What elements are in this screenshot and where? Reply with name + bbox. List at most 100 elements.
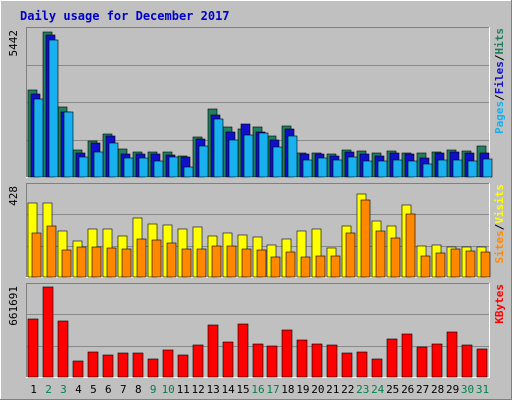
kbytes-bar [72, 360, 84, 378]
sites-bar [181, 248, 192, 278]
kbytes-bar [237, 323, 249, 378]
sites-bar [136, 238, 147, 278]
pages-bar [108, 142, 119, 178]
kbytes-bar [326, 344, 338, 378]
kbytes-bar [117, 352, 129, 378]
sites-bar [450, 248, 461, 278]
x-axis-label: 29 [446, 383, 459, 396]
kbytes-bar [87, 351, 99, 378]
legend-entry-sites: Sites [493, 230, 506, 263]
kbytes-bar [386, 338, 398, 378]
sites-bar [465, 250, 476, 278]
x-axis-label: 16 [251, 383, 264, 396]
kbytes-bar [102, 354, 114, 378]
kbytes-bar [371, 358, 383, 378]
sites-bar [226, 245, 237, 278]
pages-bar [482, 158, 493, 178]
x-axis-label: 22 [341, 383, 354, 396]
pages-bar [33, 98, 44, 178]
legend-entry-pages: Pages [493, 101, 506, 134]
sites-bar [106, 247, 117, 278]
pages-bar [153, 160, 164, 178]
kbytes-bar [401, 333, 413, 378]
pages-bar [272, 146, 283, 178]
pages-bar [287, 135, 298, 178]
kbytes-bar [147, 358, 159, 378]
visits-panel: 428 Sites/Visits [7, 183, 506, 278]
pages-bar [183, 166, 194, 178]
kbytes-bar [296, 339, 308, 378]
x-axis-label: 2 [45, 383, 52, 396]
x-axis-label: 30 [461, 383, 474, 396]
kbytes-bar [177, 354, 189, 378]
kbytes-bar [356, 351, 368, 378]
pages-bar [437, 159, 448, 178]
pages-bar [467, 160, 478, 178]
kbytes-bar [416, 346, 428, 378]
kbytes-bar [222, 341, 234, 378]
x-axis-label: 14 [221, 383, 235, 396]
x-axis-label: 9 [150, 383, 157, 396]
x-axis-label: 6 [105, 383, 112, 396]
x-axis-label: 5 [90, 383, 97, 396]
pages-bar [63, 111, 74, 178]
x-axis-label: 27 [416, 383, 429, 396]
kbytes-bar [476, 348, 488, 378]
legend-separator: / [493, 94, 506, 101]
legend-separator: / [493, 54, 506, 61]
sites-bar [345, 232, 356, 278]
x-axis-label: 3 [60, 383, 67, 396]
pages-bar [198, 145, 209, 178]
x-axis-label: 28 [431, 383, 444, 396]
kbytes-bar [311, 343, 323, 378]
sites-bar [121, 248, 132, 278]
sites-bar [390, 237, 401, 278]
sites-bar [420, 255, 431, 278]
legend-entry-kbytes: KBytes [493, 284, 506, 324]
pages-bar [317, 157, 328, 178]
pages-bar [258, 132, 269, 178]
y-axis-max-label: 428 [7, 186, 20, 206]
x-axis-labels: 1 2 3 4 5 6 7 8 9 10 11 12 13 14 15 16 17 18 19 20 21 22 23 24 2… [30, 383, 489, 396]
legend: KBytes [493, 284, 506, 324]
sites-bar [360, 199, 371, 278]
sites-bar [300, 256, 311, 278]
sites-bar [46, 225, 57, 278]
kbytes-bar [341, 352, 353, 378]
x-axis-label: 21 [326, 383, 339, 396]
kbytes-bar [446, 331, 458, 378]
pages-bar [392, 159, 403, 178]
pages-bar [138, 157, 149, 178]
sites-bar [151, 239, 162, 278]
pages-bar [93, 151, 104, 178]
legend-entry-files: Files [493, 61, 506, 94]
x-axis-label: 19 [296, 383, 309, 396]
chart-title: Daily usage for December 2017 [20, 9, 230, 23]
kbytes-bar [192, 344, 204, 378]
sites-bar [285, 251, 296, 278]
x-axis-label: 11 [177, 383, 190, 396]
kbytes-bar [281, 329, 293, 378]
legend: Pages/Files/Hits [493, 28, 506, 134]
x-axis-label: 12 [191, 383, 204, 396]
x-axis-label: 1 [30, 383, 37, 396]
sites-bar [241, 248, 252, 278]
kbytes-bar [42, 286, 54, 378]
y-axis-max-label: 661691 [7, 286, 20, 326]
pages-bar [362, 160, 373, 178]
kbytes-bar [27, 318, 39, 378]
x-axis-label: 7 [120, 383, 127, 396]
kbytes-bar [57, 320, 69, 378]
sites-bar [31, 232, 42, 278]
kbytes-bar [252, 343, 264, 378]
pages-bar [407, 160, 418, 178]
legend: Sites/Visits [493, 184, 506, 264]
kbytes-bar [162, 349, 174, 378]
pages-bar [422, 163, 433, 178]
sites-bar [405, 213, 416, 278]
kbytes-bar [431, 343, 443, 378]
pages-bar [452, 159, 463, 178]
pages-bar [302, 159, 313, 178]
